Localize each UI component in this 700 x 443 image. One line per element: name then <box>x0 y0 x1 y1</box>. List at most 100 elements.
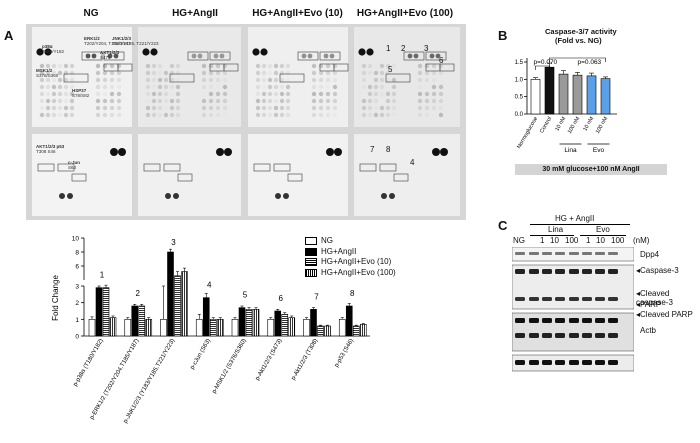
band-caspase3 <box>515 269 525 274</box>
bar-ng <box>160 319 167 337</box>
array-spot <box>222 91 228 97</box>
array-spot <box>39 91 45 97</box>
protein-parp: ◂PARP <box>636 300 662 309</box>
highlight-box <box>333 63 349 72</box>
bar-evo10 <box>245 309 253 337</box>
reference-spot <box>110 148 118 156</box>
group-number: 3 <box>171 238 176 247</box>
array-spot <box>285 63 291 69</box>
array-spot <box>311 112 317 118</box>
b-y-tick-label: 0.5 <box>515 95 524 101</box>
array-spot <box>261 91 267 97</box>
array-header-ng: NG <box>83 8 99 19</box>
array-spot <box>385 91 391 97</box>
array-spot <box>102 70 108 76</box>
b-category-label: 10 nM <box>554 116 567 133</box>
array-spot <box>367 84 373 90</box>
array-spot <box>417 84 423 90</box>
array-spot <box>273 84 279 90</box>
array-spot <box>169 98 175 104</box>
y-tick-label: 1 <box>75 317 79 324</box>
array-spot <box>424 112 430 118</box>
band-parp <box>529 318 539 323</box>
b-bar <box>600 78 611 115</box>
array-spot <box>157 105 163 111</box>
reference-spot <box>150 48 158 56</box>
array-spot <box>69 63 75 69</box>
spot-number-7: 7 <box>370 145 375 154</box>
band-dpp4 <box>542 252 552 255</box>
lane-ng: NG <box>513 236 525 245</box>
lane-unit: (nM) <box>633 236 650 245</box>
protein-cleaved-caspase3: ◂Cleaved caspase-3 <box>636 289 673 307</box>
b-bar <box>530 79 541 115</box>
array-spot <box>438 84 444 90</box>
spot-number-4: 4 <box>410 158 415 167</box>
array-spot <box>109 84 115 90</box>
array-spot <box>116 112 122 118</box>
array-spot <box>45 84 51 90</box>
bar-ng <box>267 319 275 337</box>
highlight-box <box>253 163 271 172</box>
band-actb <box>569 360 579 365</box>
array-spot <box>102 91 108 97</box>
reference-spot <box>118 148 126 156</box>
category-label: p-p53 (S46) <box>334 338 355 368</box>
highlight-box <box>143 163 161 172</box>
array-spot <box>95 112 101 118</box>
array-spot <box>385 105 391 111</box>
highlight-box <box>287 173 303 182</box>
reference-spot <box>366 48 374 56</box>
highlight-box <box>385 73 411 83</box>
array-spot <box>116 105 122 111</box>
array-spot <box>208 77 214 83</box>
band-cleaved-parp <box>515 333 525 338</box>
array-spot <box>102 63 108 69</box>
array-spot <box>215 63 221 69</box>
category-label: p-MSK1/2 (S376/S360) <box>212 338 248 395</box>
band-parp <box>582 318 592 323</box>
array-spot <box>385 112 391 118</box>
array-spot <box>379 91 385 97</box>
band-caspase3 <box>582 269 592 274</box>
array-spot <box>63 98 69 104</box>
array-spot <box>63 112 69 118</box>
reference-spot <box>142 48 150 56</box>
b-pvalue-1: p=0.070 <box>534 59 558 66</box>
array-spot <box>385 84 391 90</box>
protein-actb: Actb <box>640 326 657 335</box>
band-dpp4 <box>595 252 605 255</box>
fold-change-chart: Fold Change 0 1 2 3 6 8 10 1 p-p38α (T180/Y182)… <box>51 236 370 424</box>
legend-swatch-evo10 <box>305 258 317 267</box>
bar-ng <box>338 319 346 337</box>
array-spot <box>285 105 291 111</box>
highlight-box <box>71 173 87 182</box>
array-spot <box>424 84 430 90</box>
array-spot <box>201 91 207 97</box>
band-dpp4 <box>515 252 525 255</box>
band-cleaved-caspase3 <box>542 297 552 301</box>
highlight-box <box>223 63 239 72</box>
signal-spot <box>91 53 97 59</box>
array-spot <box>57 91 63 97</box>
reference-spot <box>36 48 44 56</box>
array-label-hsp27: HSP27 S78/S82 <box>72 88 90 98</box>
band-cleaved-parp <box>569 333 579 338</box>
array-spot <box>361 70 367 76</box>
array-spot <box>145 84 151 90</box>
bar-hg <box>345 305 353 337</box>
highlight-box <box>439 63 455 72</box>
array-spot <box>424 70 430 76</box>
reference-spot <box>216 148 224 156</box>
array-spot <box>417 63 423 69</box>
array-spot <box>69 112 75 118</box>
array-spot <box>39 63 45 69</box>
array-spot <box>208 91 214 97</box>
bar-evo100 <box>288 317 296 337</box>
array-spot <box>95 84 101 90</box>
array-spot <box>157 77 163 83</box>
highlight-box <box>209 51 231 61</box>
array-spot <box>51 105 57 111</box>
array-spot <box>215 70 221 76</box>
array-spot <box>175 98 181 104</box>
